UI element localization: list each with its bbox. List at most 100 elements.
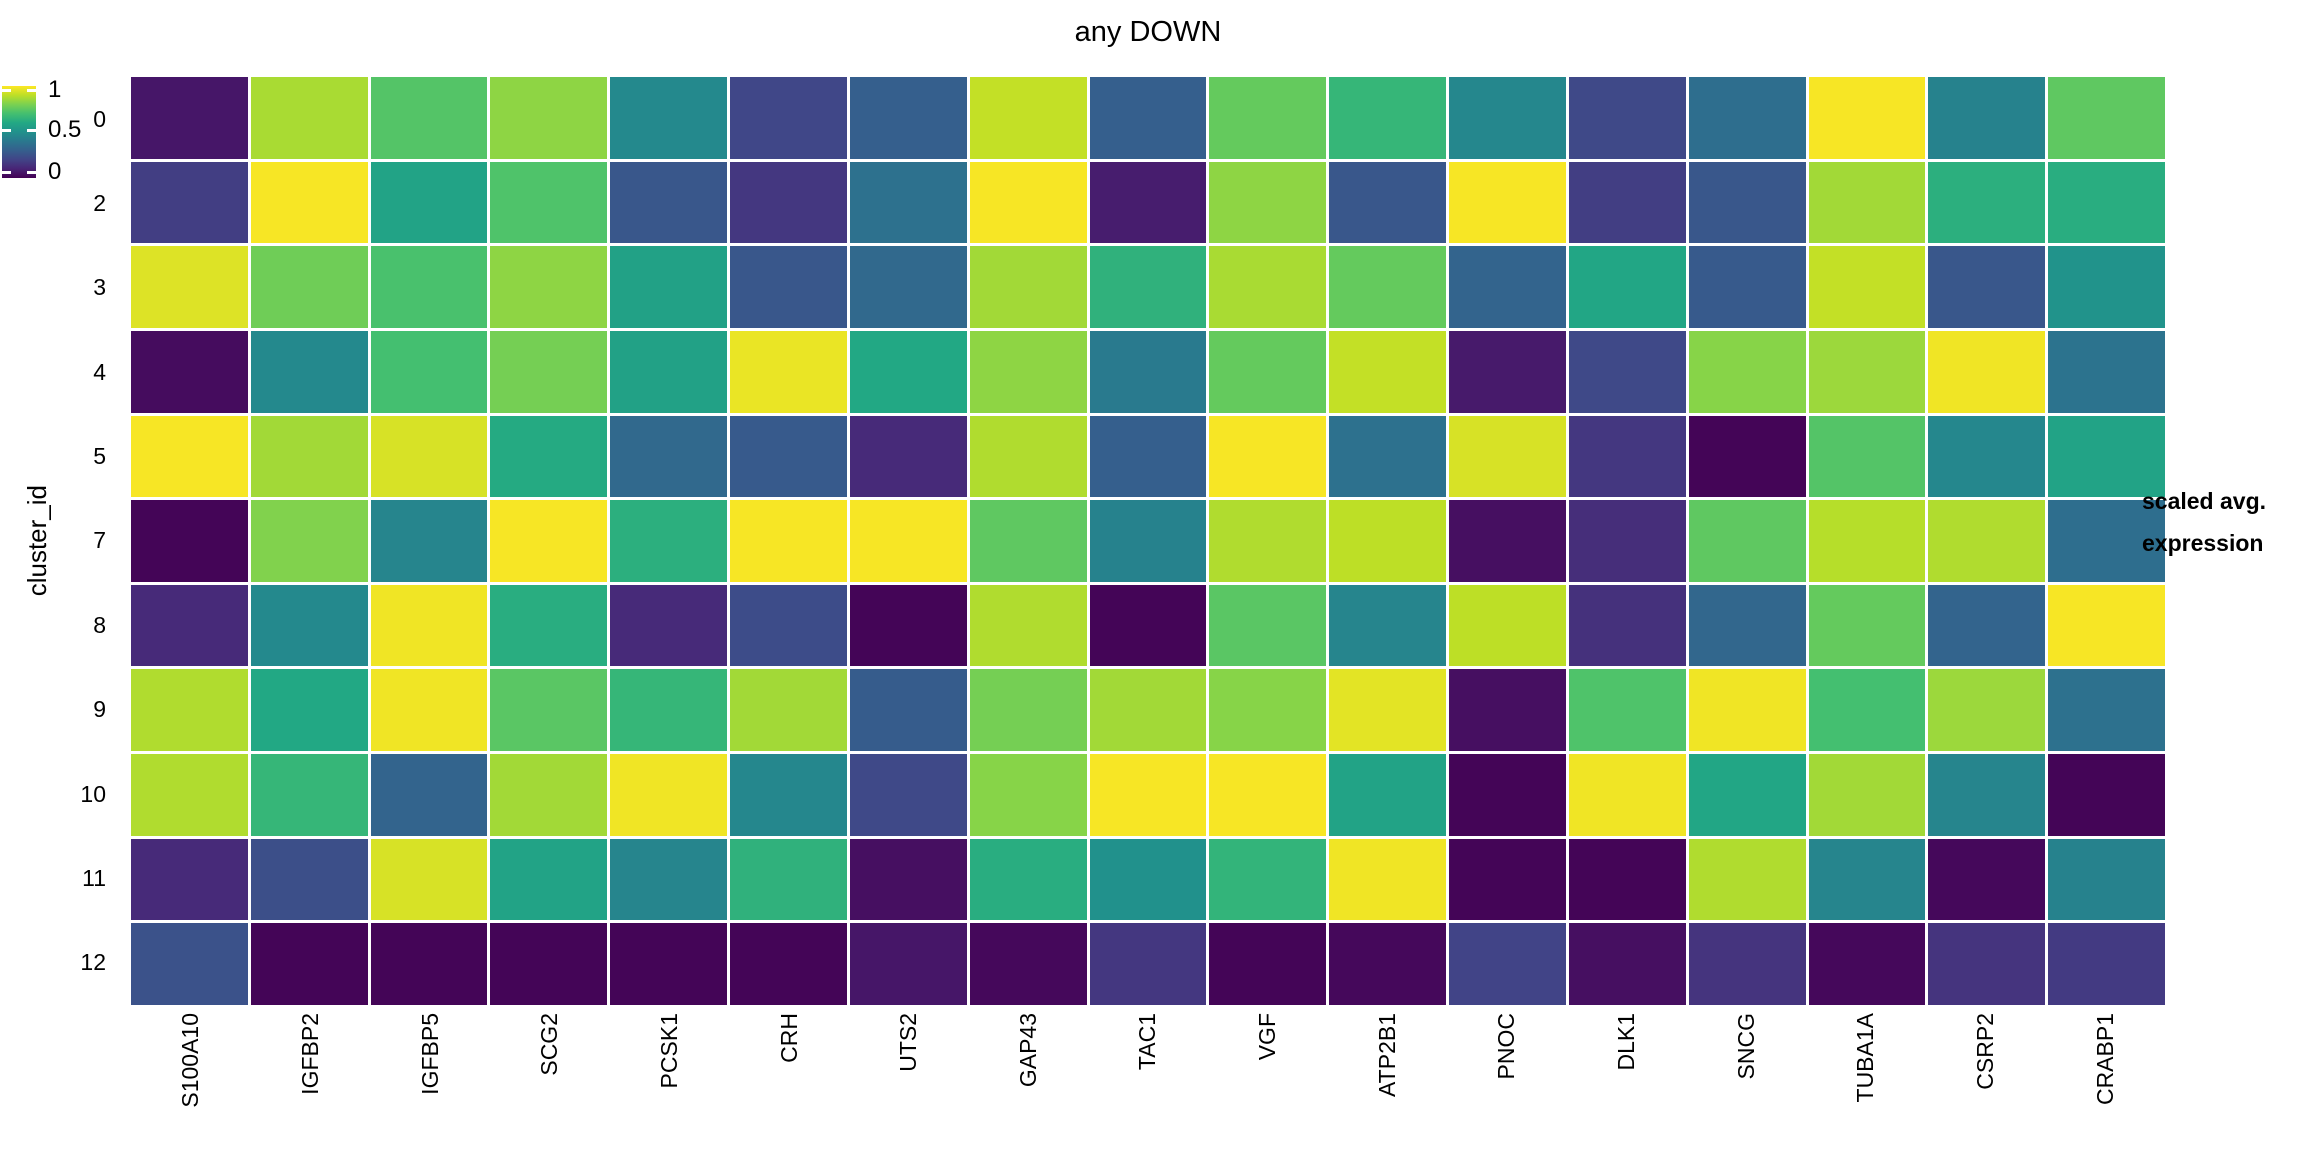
heatmap-cell <box>2048 923 2165 1005</box>
heatmap-cell <box>730 246 847 328</box>
legend-tick-label: 0.5 <box>48 116 82 143</box>
heatmap-cell <box>969 500 1087 582</box>
heatmap-cell <box>1089 415 1207 498</box>
x-tick-label-text: PCSK1 <box>655 1013 682 1089</box>
heatmap-cell <box>370 161 488 244</box>
heatmap-cell <box>610 669 728 752</box>
x-tick-label: PCSK1 <box>610 1013 730 1152</box>
heatmap-cell <box>730 330 847 413</box>
heatmap-cell <box>1449 923 1566 1005</box>
heatmap-cell <box>2048 584 2165 667</box>
heatmap-cell <box>1449 415 1566 498</box>
heatmap-cell <box>610 330 728 413</box>
heatmap-cell <box>1089 584 1207 667</box>
y-axis-tick-labels: 0 2 3 4 5 7 8 9 10 11 12 <box>0 77 122 1005</box>
heatmap-cell <box>131 330 248 413</box>
heatmap-cell <box>490 415 608 498</box>
heatmap-cell <box>730 584 847 667</box>
heatmap-cell <box>849 669 967 752</box>
x-tick-label: CRABP1 <box>2045 1013 2165 1152</box>
heatmap-cell <box>1568 669 1686 752</box>
heatmap-cell <box>1808 330 1926 413</box>
x-tick-label-text: CSRP2 <box>1972 1013 1999 1090</box>
y-tick-label: 9 <box>93 696 106 723</box>
heatmap-cell <box>1089 246 1207 328</box>
heatmap-cell <box>1449 838 1566 921</box>
heatmap-cell <box>131 246 248 328</box>
heatmap-cell <box>1209 584 1327 667</box>
heatmap-cell <box>1808 584 1926 667</box>
heatmap-cell <box>2048 754 2165 836</box>
x-tick-label-text: ATP2B1 <box>1373 1013 1400 1097</box>
heatmap-cell <box>1329 584 1447 667</box>
heatmap-cell <box>610 161 728 244</box>
heatmap-cell <box>849 923 967 1005</box>
heatmap-cell <box>1089 500 1207 582</box>
heatmap-cell <box>730 838 847 921</box>
heatmap-cell <box>1928 584 2046 667</box>
heatmap-cell <box>2048 161 2165 244</box>
heatmap-cell <box>969 246 1087 328</box>
heatmap-cell <box>370 330 488 413</box>
heatmap-cell <box>2048 669 2165 752</box>
heatmap-cell <box>250 669 368 752</box>
heatmap-cell <box>2048 77 2165 159</box>
heatmap-cell <box>730 500 847 582</box>
heatmap-cell <box>969 415 1087 498</box>
heatmap-cell <box>1568 77 1686 159</box>
heatmap-cell <box>730 754 847 836</box>
heatmap-cell <box>2048 838 2165 921</box>
heatmap-cell <box>1089 330 1207 413</box>
x-tick-label: IGFBP2 <box>251 1013 371 1152</box>
heatmap-cell <box>969 330 1087 413</box>
heatmap-cell <box>849 161 967 244</box>
x-tick-label: CSRP2 <box>1926 1013 2046 1152</box>
x-tick-label: S100A10 <box>131 1013 251 1152</box>
heatmap-cell <box>250 77 368 159</box>
heatmap-cell <box>610 246 728 328</box>
heatmap-cell <box>969 669 1087 752</box>
heatmap-cell <box>1928 838 2046 921</box>
legend: scaled avg. expression <box>2142 480 2302 564</box>
heatmap-cell <box>1928 246 2046 328</box>
heatmap-cell <box>490 923 608 1005</box>
x-tick-label: TAC1 <box>1088 1013 1208 1152</box>
x-tick-label: CRH <box>729 1013 849 1152</box>
x-tick-label: PNOC <box>1447 1013 1567 1152</box>
heatmap-cell <box>1089 754 1207 836</box>
heatmap-cell <box>1568 923 1686 1005</box>
legend-tick-mark <box>2 129 11 132</box>
heatmap-cell <box>849 584 967 667</box>
heatmap-cell <box>1808 669 1926 752</box>
heatmap-cell <box>1808 923 1926 1005</box>
heatmap-cell <box>1449 669 1566 752</box>
heatmap-cell <box>1808 500 1926 582</box>
x-tick-label: DLK1 <box>1567 1013 1687 1152</box>
y-tick-label: 0 <box>93 105 106 132</box>
heatmap-cell <box>490 161 608 244</box>
heatmap-cell <box>1329 669 1447 752</box>
heatmap-cell <box>730 77 847 159</box>
heatmap-cell <box>849 415 967 498</box>
plot-title: any DOWN <box>1074 16 1222 48</box>
heatmap-cell <box>1928 415 2046 498</box>
heatmap-cell <box>131 838 248 921</box>
heatmap-cell <box>1928 330 2046 413</box>
x-tick-label-text: UTS2 <box>895 1013 922 1072</box>
legend-colorbar: 1 0.5 0 <box>2 77 81 185</box>
heatmap-cell <box>370 754 488 836</box>
heatmap-cell <box>1688 584 1806 667</box>
legend-title-line1: scaled avg. <box>2142 488 2267 514</box>
heatmap-cell <box>1928 500 2046 582</box>
heatmap-cell <box>2048 330 2165 413</box>
heatmap-cell <box>250 754 368 836</box>
heatmap-cell <box>1568 584 1686 667</box>
heatmap-cell <box>2048 500 2165 582</box>
x-tick-label-text: CRH <box>775 1013 802 1063</box>
heatmap-cell <box>1568 754 1686 836</box>
heatmap-cell <box>1808 246 1926 328</box>
heatmap-cell <box>1089 923 1207 1005</box>
heatmap-cell <box>730 415 847 498</box>
x-tick-label: ATP2B1 <box>1327 1013 1447 1152</box>
heatmap-cell <box>610 415 728 498</box>
